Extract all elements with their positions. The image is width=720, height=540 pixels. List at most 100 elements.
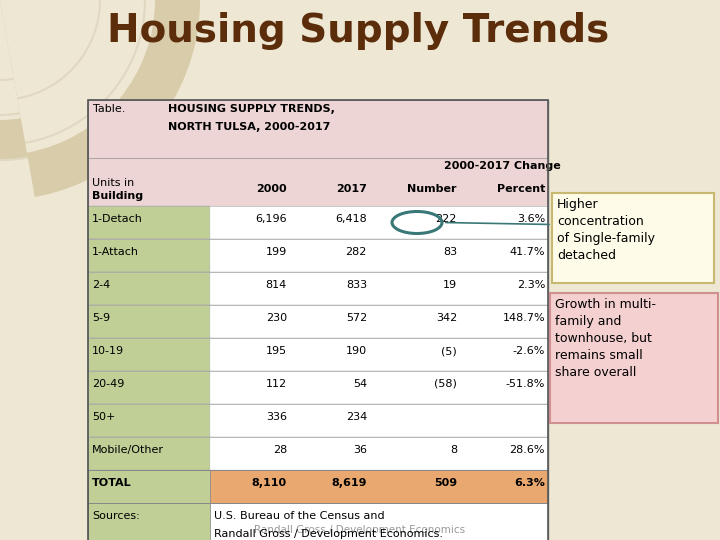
Text: 1-Detach: 1-Detach — [92, 214, 143, 224]
Bar — [88, 338, 548, 371]
Text: Number: Number — [408, 184, 457, 194]
Wedge shape — [0, 0, 120, 120]
Text: 8,619: 8,619 — [331, 478, 367, 488]
FancyBboxPatch shape — [552, 193, 714, 283]
Bar — [210, 437, 548, 470]
Text: Randall Gross / Development Economics: Randall Gross / Development Economics — [254, 525, 466, 535]
Bar — [88, 239, 548, 272]
Bar — [210, 404, 548, 437]
Text: 6,418: 6,418 — [336, 214, 367, 224]
Text: 814: 814 — [266, 280, 287, 290]
Text: 2000: 2000 — [256, 184, 287, 194]
Text: 342: 342 — [436, 313, 457, 323]
Wedge shape — [0, 0, 160, 160]
Text: TOTAL: TOTAL — [92, 478, 132, 488]
Bar — [88, 470, 210, 503]
Bar — [88, 437, 210, 470]
Text: 1-Attach: 1-Attach — [92, 247, 139, 257]
Text: (58): (58) — [434, 379, 457, 389]
Text: Building: Building — [92, 191, 143, 201]
Text: 2000-2017 Change: 2000-2017 Change — [444, 161, 561, 171]
Text: 2.3%: 2.3% — [517, 280, 545, 290]
Bar — [88, 437, 548, 470]
Bar — [88, 404, 548, 437]
Bar — [210, 371, 548, 404]
Text: 148.7%: 148.7% — [503, 313, 545, 323]
Text: 8,110: 8,110 — [252, 478, 287, 488]
Text: 2017: 2017 — [336, 184, 367, 194]
Bar — [88, 100, 548, 158]
Text: 222: 222 — [436, 214, 457, 224]
Text: 50+: 50+ — [92, 412, 115, 422]
Text: Randall Gross / Development Economics.: Randall Gross / Development Economics. — [214, 529, 443, 539]
Text: Sources:: Sources: — [92, 511, 140, 521]
Bar — [210, 206, 548, 239]
Bar — [88, 158, 548, 206]
Text: 190: 190 — [346, 346, 367, 356]
Bar — [88, 371, 548, 404]
Text: -51.8%: -51.8% — [505, 379, 545, 389]
Text: 19: 19 — [443, 280, 457, 290]
Text: Higher
concentration
of Single-family
detached: Higher concentration of Single-family de… — [557, 198, 655, 262]
Text: 572: 572 — [346, 313, 367, 323]
Text: -2.6%: -2.6% — [513, 346, 545, 356]
Bar — [210, 503, 548, 540]
Bar — [88, 100, 548, 540]
Text: Mobile/Other: Mobile/Other — [92, 445, 164, 455]
Text: 6.3%: 6.3% — [514, 478, 545, 488]
Text: 5-9: 5-9 — [92, 313, 110, 323]
Text: 230: 230 — [266, 313, 287, 323]
Text: (5): (5) — [441, 346, 457, 356]
Bar — [210, 239, 548, 272]
Wedge shape — [0, 0, 155, 153]
Text: Percent: Percent — [497, 184, 545, 194]
Text: 282: 282 — [346, 247, 367, 257]
Text: 54: 54 — [353, 379, 367, 389]
Bar — [88, 206, 210, 239]
Text: 3.6%: 3.6% — [517, 214, 545, 224]
Text: Table.: Table. — [93, 104, 125, 114]
Text: Units in: Units in — [92, 178, 134, 188]
Text: 833: 833 — [346, 280, 367, 290]
Bar — [88, 503, 210, 540]
Bar — [88, 470, 548, 503]
Text: 41.7%: 41.7% — [510, 247, 545, 257]
Text: 6,196: 6,196 — [256, 214, 287, 224]
Bar — [210, 338, 548, 371]
Text: 234: 234 — [346, 412, 367, 422]
Text: 509: 509 — [434, 478, 457, 488]
Text: 2-4: 2-4 — [92, 280, 110, 290]
Text: 36: 36 — [353, 445, 367, 455]
Text: 195: 195 — [266, 346, 287, 356]
Text: U.S. Bureau of the Census and: U.S. Bureau of the Census and — [214, 511, 384, 521]
Bar — [88, 305, 548, 338]
Wedge shape — [0, 0, 200, 197]
Bar — [88, 100, 548, 540]
Text: 10-19: 10-19 — [92, 346, 124, 356]
Bar — [88, 371, 210, 404]
FancyBboxPatch shape — [550, 293, 718, 423]
Bar — [210, 305, 548, 338]
Bar — [88, 272, 548, 305]
Bar — [210, 470, 548, 503]
Text: HOUSING SUPPLY TRENDS,: HOUSING SUPPLY TRENDS, — [168, 104, 335, 114]
Text: 8: 8 — [450, 445, 457, 455]
Bar — [88, 305, 210, 338]
Text: 112: 112 — [266, 379, 287, 389]
Bar — [88, 272, 210, 305]
Bar — [88, 338, 210, 371]
Bar — [88, 239, 210, 272]
Text: 336: 336 — [266, 412, 287, 422]
Bar — [88, 503, 548, 540]
Text: Growth in multi-
family and
townhouse, but
remains small
share overall: Growth in multi- family and townhouse, b… — [555, 298, 656, 379]
Bar — [88, 404, 210, 437]
Text: 28: 28 — [273, 445, 287, 455]
Text: 20-49: 20-49 — [92, 379, 125, 389]
Text: 83: 83 — [443, 247, 457, 257]
Text: 28.6%: 28.6% — [510, 445, 545, 455]
Text: NORTH TULSA, 2000-2017: NORTH TULSA, 2000-2017 — [168, 122, 330, 132]
Bar — [210, 272, 548, 305]
Text: 199: 199 — [266, 247, 287, 257]
Bar — [88, 206, 548, 239]
Text: Housing Supply Trends: Housing Supply Trends — [107, 12, 609, 50]
